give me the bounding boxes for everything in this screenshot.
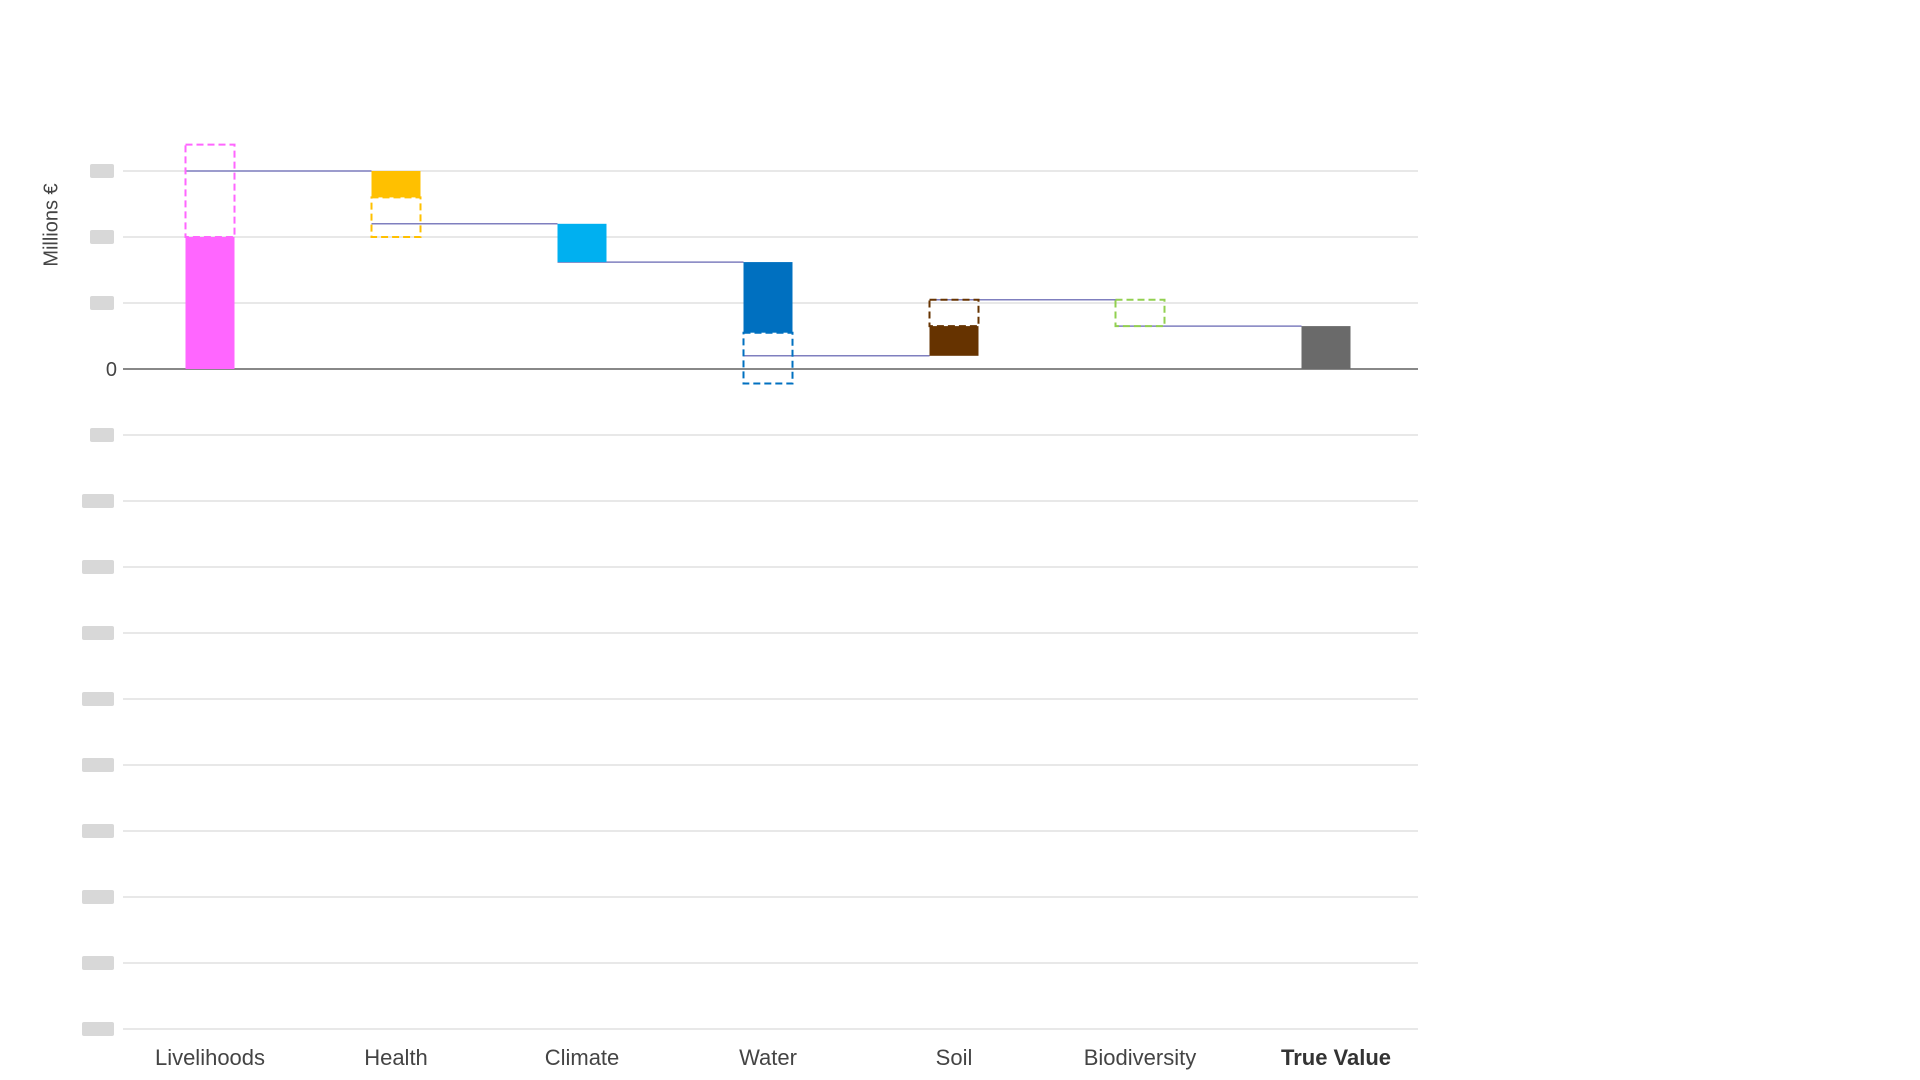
tick-label-obscured [82,824,114,838]
x-tick-label: Biodiversity [1084,1045,1196,1070]
range-health [370,196,422,238]
tick-label-obscured [90,164,114,178]
tick-label-obscured [82,890,114,904]
tick-label-obscured [82,956,114,970]
x-tick-label: True Value [1281,1045,1391,1070]
tick-label-obscured [82,626,114,640]
y-tick-label: 0 [106,359,117,381]
range-livelihoods [184,143,236,239]
bar-health [371,171,421,198]
bar-true-value [1301,326,1351,369]
x-tick-label: Health [364,1045,428,1070]
tick-label-obscured [90,296,114,310]
tick-label-obscured [90,230,114,244]
tick-label-obscured [82,560,114,574]
x-tick-label: Climate [545,1045,620,1070]
tick-label-obscured [82,692,114,706]
x-tick-label: Livelihoods [155,1045,265,1070]
bar-water [743,262,793,333]
tick-label-obscured [82,494,114,508]
range-biodiversity [1114,298,1166,328]
range-soil [928,298,980,328]
bar-livelihoods [185,237,235,369]
bar-climate [557,223,607,263]
tick-label-obscured [82,758,114,772]
tick-label-obscured [82,1022,114,1036]
x-tick-label: Water [739,1045,797,1070]
bar-soil [929,326,979,356]
tick-label-obscured [90,428,114,442]
x-tick-label: Soil [936,1045,973,1070]
range-water [742,331,794,385]
